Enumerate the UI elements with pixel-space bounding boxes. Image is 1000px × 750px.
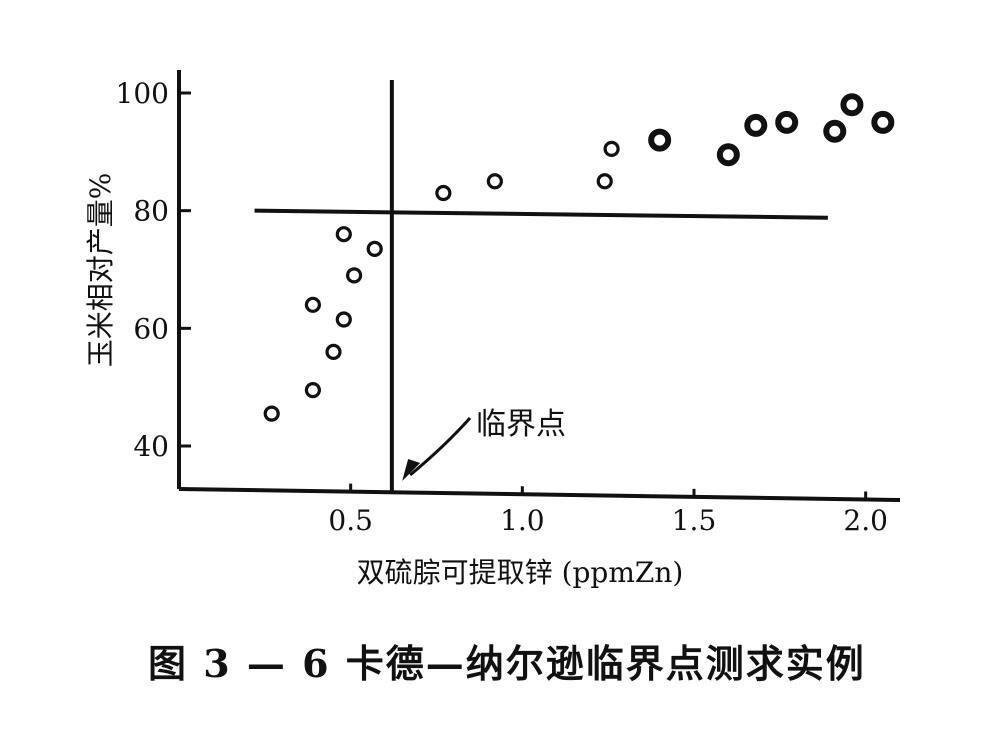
- data-point-hollow: [435, 184, 452, 202]
- y-tick-label: 40: [133, 430, 169, 463]
- x-tick-label: 2.0: [843, 504, 888, 537]
- data-point-filled: [823, 119, 847, 143]
- data-point-hollow: [263, 405, 280, 422]
- data-point-filled: [775, 110, 799, 134]
- y-tick-label: 60: [133, 312, 169, 345]
- annotation-arrow: [409, 417, 472, 477]
- data-point-filled: [871, 110, 895, 134]
- data-point-hollow: [325, 343, 342, 360]
- data-point-hollow: [603, 140, 620, 157]
- y-tick-label: 80: [133, 195, 169, 228]
- chart-axes: [177, 70, 901, 502]
- data-point-hollow: [366, 240, 383, 258]
- data-point-hollow: [596, 173, 613, 190]
- chart: 40 60 80 100 0.5 1.0 1.5 2.0 双硫腙可提取锌 (ppmZn) 玉米相对…: [84, 70, 901, 589]
- data-point-hollow: [335, 226, 352, 243]
- data-point-hollow: [304, 382, 321, 399]
- data-point-hollow: [486, 173, 503, 190]
- data-point-hollow: [346, 267, 363, 284]
- y-axis-title: 玉米相对产量%: [84, 173, 117, 368]
- x-axis-title: 双硫腙可提取锌 (ppmZn): [357, 556, 684, 589]
- data-points: [263, 93, 895, 422]
- annotation: 临界点: [402, 407, 566, 481]
- data-point-filled: [744, 113, 768, 137]
- data-point-filled: [716, 143, 740, 167]
- x-tick-label: 0.5: [328, 504, 373, 537]
- data-point-filled: [648, 128, 672, 152]
- figure-caption: 图 3 — 6 卡德—纳尔逊临界点测求实例: [148, 641, 866, 686]
- x-tick-label: 1.0: [500, 504, 545, 537]
- axis-labels: 40 60 80 100 0.5 1.0 1.5 2.0 双硫腙可提取锌 (ppmZn) 玉米相对…: [84, 77, 888, 589]
- x-tick-label: 1.5: [672, 504, 717, 537]
- y-tick-label: 100: [116, 77, 169, 110]
- annotation-arrowhead: [402, 459, 421, 481]
- data-point-filled: [840, 93, 864, 117]
- data-point-hollow: [304, 296, 321, 313]
- annotation-label: 临界点: [476, 407, 566, 442]
- data-point-hollow: [335, 311, 352, 328]
- critical-horizontal-line: [254, 208, 828, 220]
- x-axis: [178, 487, 901, 502]
- reference-lines: [254, 80, 828, 491]
